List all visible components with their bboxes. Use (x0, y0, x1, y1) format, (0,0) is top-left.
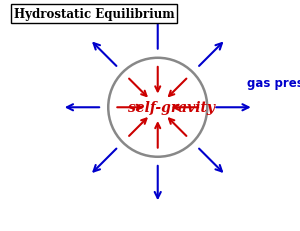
Text: self-gravity: self-gravity (128, 101, 215, 115)
Text: gas pressure: gas pressure (248, 77, 300, 90)
Text: Hydrostatic Equilibrium: Hydrostatic Equilibrium (14, 8, 175, 21)
